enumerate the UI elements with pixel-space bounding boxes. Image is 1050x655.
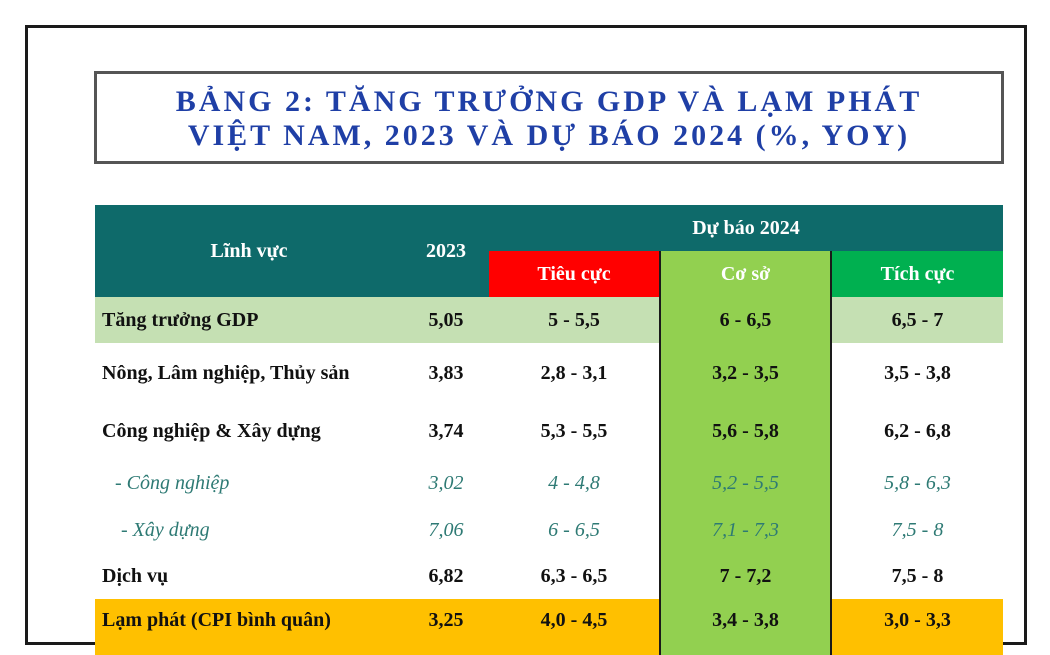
row-label: Tăng trưởng GDP bbox=[95, 297, 403, 343]
row-label: - Công nghiệp bbox=[115, 471, 230, 494]
header-sector: Lĩnh vực bbox=[95, 205, 403, 297]
title-line-2: VIỆT NAM, 2023 VÀ DỰ BÁO 2024 (%, YOY) bbox=[187, 119, 911, 152]
table-row: Công nghiệp & Xây dựng 3,74 5,3 - 5,5 5,… bbox=[95, 403, 1003, 459]
value-2023: 7,06 bbox=[428, 518, 464, 541]
table-title: BẢNG 2: TĂNG TRƯỞNG GDP VÀ LẠM PHÁT VIỆT… bbox=[94, 71, 1004, 164]
table-row: Tăng trưởng GDP 5,05 5 - 5,5 6 - 6,5 6,5… bbox=[95, 297, 1003, 343]
header-positive: Tích cực bbox=[831, 251, 1003, 297]
value-2023: 3,02 bbox=[428, 471, 464, 494]
header-base: Cơ sở bbox=[659, 251, 832, 297]
row-label: Nông, Lâm nghiệp, Thủy sản bbox=[102, 361, 350, 384]
table-row: Lạm phát (CPI bình quân) 3,25 4,0 - 4,5 … bbox=[95, 599, 1003, 655]
value-positive: 7,5 - 8 bbox=[891, 564, 944, 587]
value-positive: 6,2 - 6,8 bbox=[884, 419, 951, 442]
header-2023: 2023 bbox=[403, 205, 489, 297]
table-row: Dịch vụ 6,82 6,3 - 6,5 7 - 7,2 7,5 - 8 bbox=[95, 553, 1003, 599]
forecast-table: Lĩnh vực 2023 Dự báo 2024 Tiêu cực Cơ sở… bbox=[95, 205, 1003, 655]
header-forecast-2024: Dự báo 2024 bbox=[489, 205, 1003, 251]
value-2023: 3,25 bbox=[403, 599, 489, 655]
value-negative: 5 - 5,5 bbox=[489, 297, 660, 343]
value-negative: 2,8 - 3,1 bbox=[540, 361, 608, 384]
value-base: 6 - 6,5 bbox=[659, 297, 832, 343]
value-negative: 6,3 - 6,5 bbox=[540, 564, 608, 587]
value-negative: 6 - 6,5 bbox=[548, 518, 600, 541]
value-base: 5,2 - 5,5 bbox=[659, 459, 832, 507]
header-negative: Tiêu cực bbox=[489, 251, 660, 297]
value-positive: 5,8 - 6,3 bbox=[884, 471, 951, 494]
value-negative: 5,3 - 5,5 bbox=[540, 419, 608, 442]
row-label: - Xây dựng bbox=[121, 518, 210, 541]
value-base: 7,1 - 7,3 bbox=[659, 507, 832, 553]
value-positive: 6,5 - 7 bbox=[831, 297, 1003, 343]
value-base: 7 - 7,2 bbox=[659, 553, 832, 599]
value-2023: 3,74 bbox=[428, 419, 464, 442]
row-label: Công nghiệp & Xây dựng bbox=[102, 419, 321, 442]
value-2023: 6,82 bbox=[428, 564, 464, 587]
row-label: Lạm phát (CPI bình quân) bbox=[95, 599, 403, 655]
value-2023: 3,83 bbox=[428, 361, 464, 384]
value-2023: 5,05 bbox=[403, 297, 489, 343]
value-positive: 3,0 - 3,3 bbox=[831, 599, 1003, 655]
value-base: 5,6 - 5,8 bbox=[659, 403, 832, 459]
table-row: - Xây dựng 7,06 6 - 6,5 7,1 - 7,3 7,5 - … bbox=[95, 507, 1003, 553]
table-row: - Công nghiệp 3,02 4 - 4,8 5,2 - 5,5 5,8… bbox=[95, 459, 1003, 507]
value-negative: 4 - 4,8 bbox=[548, 471, 600, 494]
value-negative: 4,0 - 4,5 bbox=[489, 599, 660, 655]
title-line-1: BẢNG 2: TĂNG TRƯỞNG GDP VÀ LẠM PHÁT bbox=[175, 85, 923, 118]
value-base: 3,4 - 3,8 bbox=[659, 599, 832, 655]
value-base: 3,2 - 3,5 bbox=[659, 343, 832, 403]
value-positive: 7,5 - 8 bbox=[891, 518, 944, 541]
row-label: Dịch vụ bbox=[102, 564, 169, 587]
value-positive: 3,5 - 3,8 bbox=[884, 361, 951, 384]
table-row: Nông, Lâm nghiệp, Thủy sản 3,83 2,8 - 3,… bbox=[95, 343, 1003, 403]
